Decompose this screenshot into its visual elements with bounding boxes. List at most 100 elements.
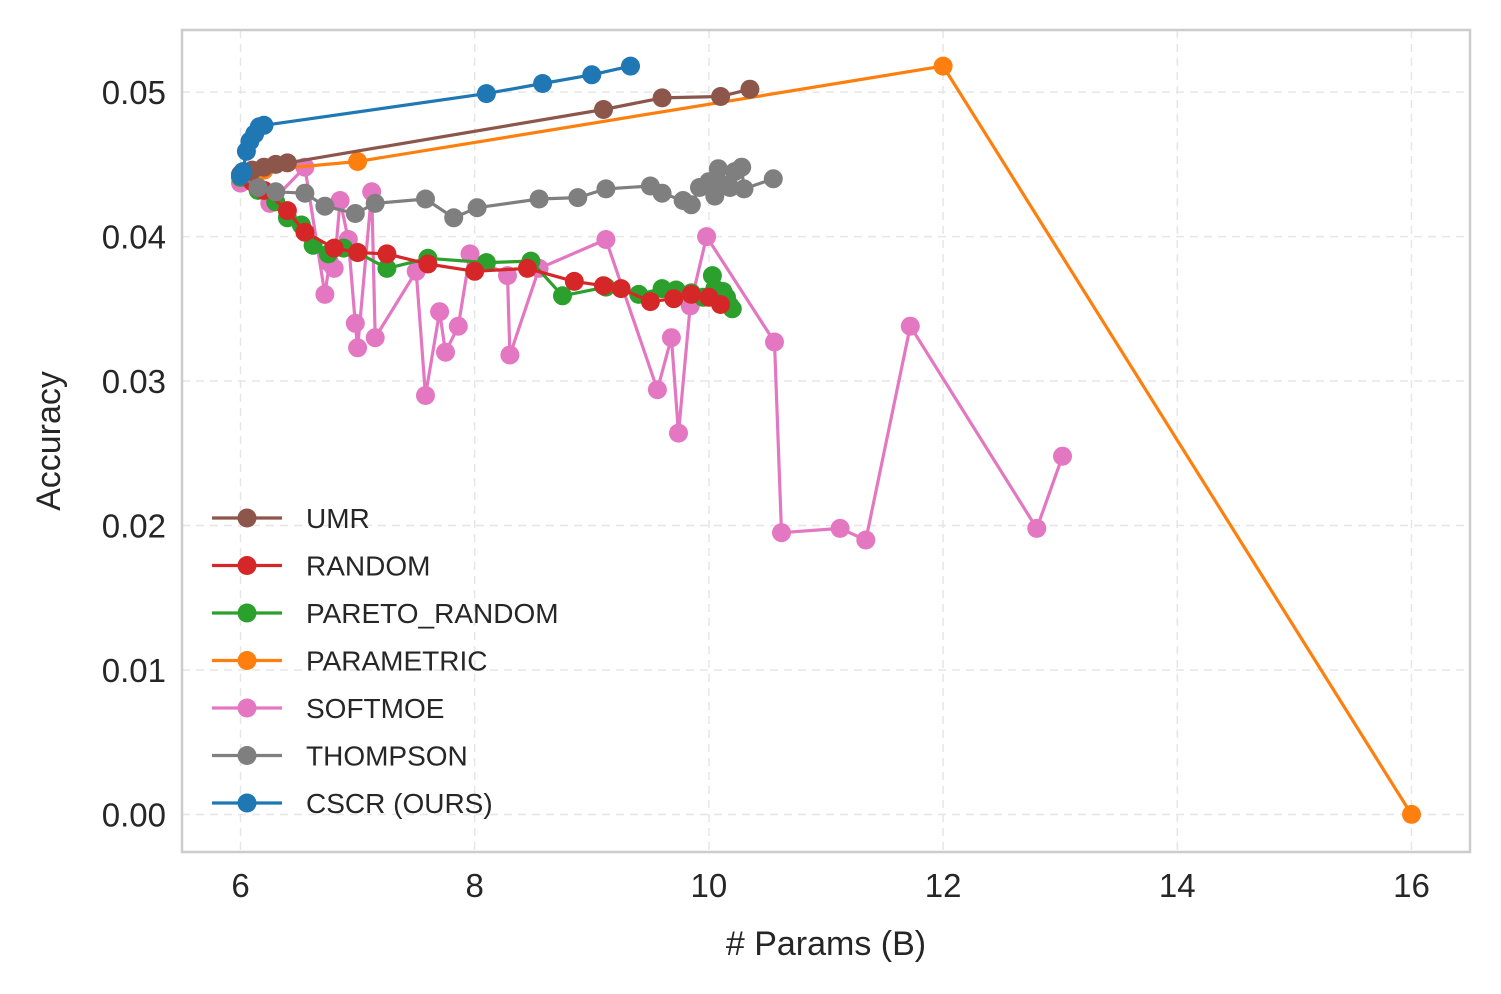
legend-item-cscr-ours: CSCR (OURS) (212, 788, 493, 819)
data-point-softmoe (430, 302, 450, 322)
legend-item-thompson: THOMPSON (212, 741, 468, 772)
data-point-thompson (444, 208, 464, 228)
y-tick-label: 0.02 (102, 508, 166, 545)
data-point-softmoe (765, 332, 784, 352)
legend-marker (237, 508, 257, 528)
legend-label: PARAMETRIC (306, 646, 488, 677)
legend-label: RANDOM (306, 551, 430, 582)
y-tick-label: 0.05 (102, 74, 166, 111)
legend-label: CSCR (OURS) (306, 788, 493, 819)
data-point-softmoe (460, 244, 480, 264)
data-point-softmoe (315, 284, 335, 304)
x-tick-label: 14 (1159, 867, 1196, 904)
data-point-softmoe (500, 345, 520, 365)
x-axis-label: # Params (B) (726, 925, 926, 963)
data-point-thompson (529, 189, 549, 209)
data-point-thompson (365, 193, 385, 213)
data-point-random (348, 243, 368, 262)
legend-item-umr: UMR (212, 503, 370, 534)
data-point-parametric (933, 56, 953, 76)
data-point-parametric (1402, 804, 1421, 824)
y-axis-label: Accuracy (30, 371, 68, 511)
legend-item-softmoe: SOFTMOE (212, 693, 444, 724)
data-point-softmoe (772, 523, 791, 543)
data-point-umr (277, 153, 297, 173)
series-cscr-ours (231, 56, 640, 186)
data-point-softmoe (596, 230, 616, 249)
data-point-random (277, 201, 297, 221)
legend: UMR RANDOM PARETO_RANDOM PARAMETRIC SOFTMOE T… (212, 503, 559, 819)
data-point-softmoe (348, 338, 368, 358)
data-point-softmoe (345, 313, 365, 333)
data-point-random (611, 279, 631, 299)
x-tick-label: 10 (691, 867, 728, 904)
data-point-softmoe (661, 328, 681, 348)
legend-marker (237, 603, 257, 623)
data-point-cscr-ours (233, 162, 253, 182)
data-point-cscr-ours (254, 115, 274, 135)
data-point-softmoe (669, 423, 688, 443)
data-point-thompson (681, 195, 701, 215)
data-point-cscr-ours (621, 56, 640, 76)
data-point-softmoe (830, 518, 850, 538)
data-point-thompson (416, 189, 435, 209)
data-point-thompson (467, 198, 487, 218)
data-point-softmoe (1027, 518, 1047, 538)
plot-frame (180, 28, 1472, 854)
series-thompson (231, 157, 783, 228)
y-tick-label: 0.01 (102, 652, 166, 689)
data-point-umr (652, 88, 672, 108)
legend-marker (237, 746, 257, 765)
data-point-softmoe (416, 386, 435, 405)
data-point-thompson (652, 183, 672, 203)
data-point-random (640, 292, 660, 312)
legend-label: SOFTMOE (306, 693, 444, 724)
data-point-softmoe (697, 227, 717, 247)
x-tick-label: 6 (231, 867, 249, 904)
data-point-random (564, 271, 584, 291)
y-tick-label: 0.04 (102, 219, 166, 256)
data-point-thompson (720, 178, 740, 197)
grid (182, 30, 1470, 852)
data-point-softmoe (324, 258, 344, 278)
legend-marker (237, 651, 257, 670)
data-point-softmoe (436, 342, 455, 362)
data-point-thompson (763, 169, 783, 189)
data-point-thompson (295, 183, 315, 203)
data-point-softmoe (900, 316, 920, 336)
data-point-cscr-ours (533, 74, 553, 93)
data-point-softmoe (856, 530, 876, 550)
series-random (231, 166, 731, 314)
data-point-thompson (345, 204, 365, 223)
data-point-thompson (266, 182, 286, 202)
data-point-pareto-random (377, 258, 397, 278)
data-point-cscr-ours (476, 84, 496, 104)
legend-label: THOMPSON (306, 741, 468, 772)
data-point-softmoe (448, 316, 468, 336)
legend-label: PARETO_RANDOM (306, 598, 559, 629)
data-point-thompson (568, 188, 588, 208)
data-point-random (295, 222, 315, 242)
data-point-thompson (734, 179, 754, 199)
data-point-random (517, 258, 537, 278)
legend-item-random: RANDOM (212, 551, 430, 582)
legend-label: UMR (306, 503, 370, 534)
data-point-umr (711, 87, 731, 106)
legend-marker (237, 698, 257, 718)
data-point-umr (594, 100, 613, 119)
x-tick-label: 12 (925, 867, 962, 904)
y-tick-label: 0.03 (102, 363, 166, 400)
data-point-softmoe (365, 328, 385, 348)
legend-item-parametric: PARAMETRIC (212, 646, 488, 677)
data-point-random (594, 276, 613, 296)
data-point-random (711, 295, 731, 314)
data-point-random (664, 289, 684, 309)
data-point-softmoe (330, 191, 350, 210)
data-point-thompson (708, 159, 728, 179)
series-layer (231, 56, 1421, 824)
x-tick-label: 8 (466, 867, 484, 904)
tick-layer: 6 8 10 12 14 16 0.00 0.01 0.02 0.03 0.04 0.05 (102, 74, 1430, 904)
legend-marker (237, 793, 257, 813)
data-point-softmoe (1053, 446, 1072, 466)
